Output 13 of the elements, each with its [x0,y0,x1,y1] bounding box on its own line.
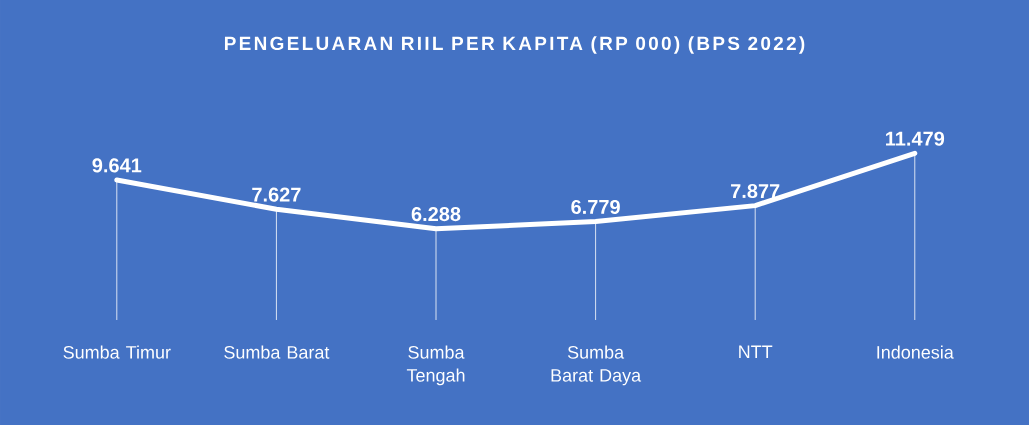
data-label: 7.877 [731,183,780,199]
data-label: 7.627 [252,187,301,202]
x-tick-label: Indonesia [877,345,954,359]
x-tick-label: NTT [739,345,773,358]
x-tick-label: Sumba Timur [63,345,171,359]
x-tick-label: Sumba Tengah [406,345,465,386]
data-label: 11.479 [886,131,945,146]
x-tick-label: Sumba Barat Daya [551,345,642,386]
data-label: 6.288 [411,207,461,222]
chart-title: PENGELUARAN RIIL PER KAPITA (RP 000) (BPS 2022) [224,36,805,54]
data-label: 6.779 [571,199,620,215]
x-tick-label: Sumba Barat [224,345,330,359]
data-label: 9.641 [92,158,142,173]
